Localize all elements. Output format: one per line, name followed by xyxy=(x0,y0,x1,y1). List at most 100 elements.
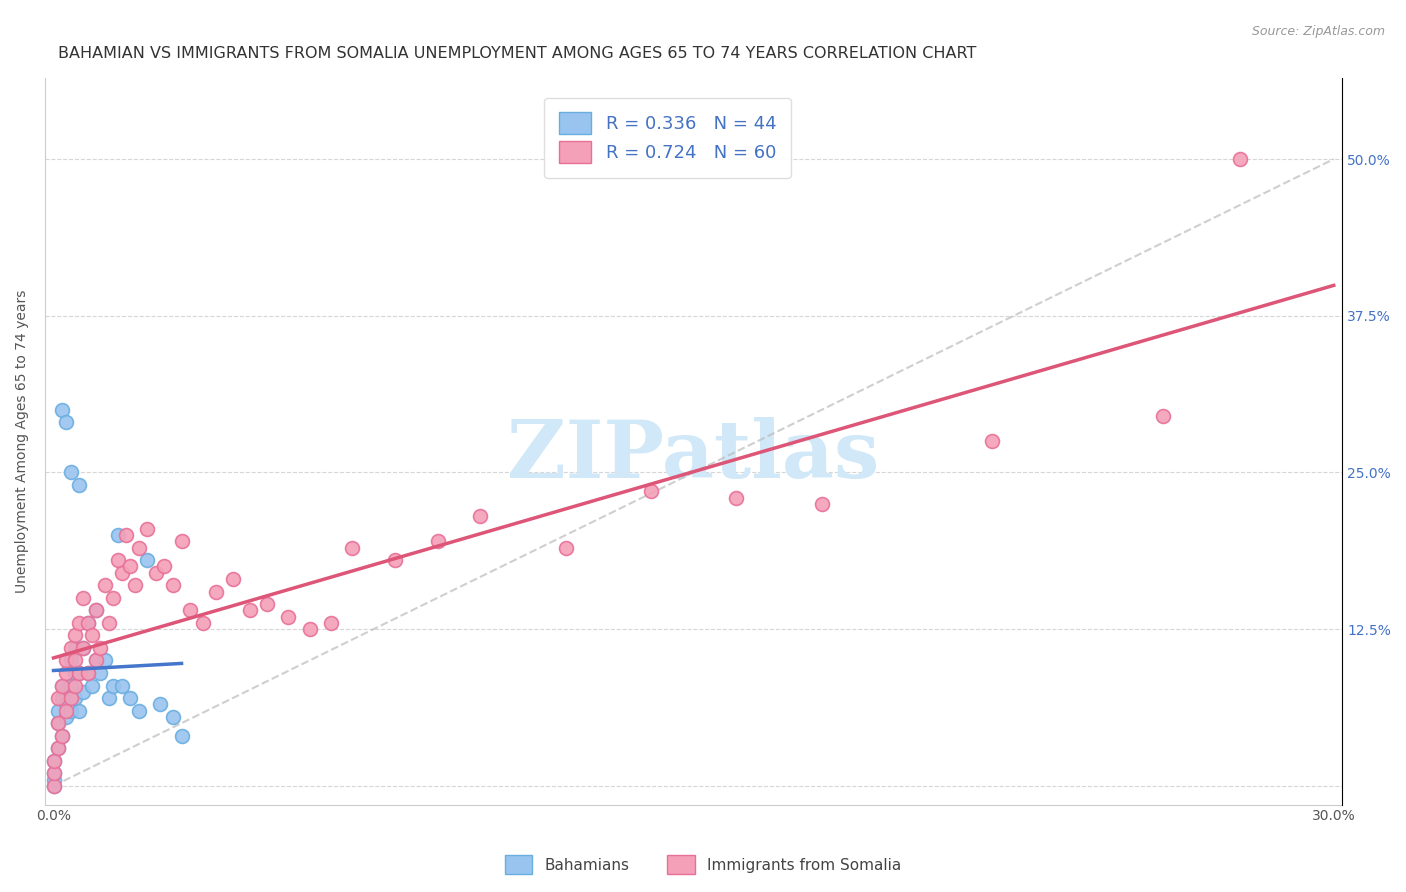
Point xyxy=(84,653,107,667)
Point xyxy=(59,466,82,480)
Point xyxy=(120,691,142,706)
Point xyxy=(46,741,69,756)
Point xyxy=(239,603,262,617)
Point xyxy=(725,491,748,505)
Point xyxy=(153,559,176,574)
Point xyxy=(55,698,77,712)
Point xyxy=(93,653,115,667)
Point xyxy=(42,772,65,787)
Point xyxy=(59,679,82,693)
Point xyxy=(222,572,245,586)
Legend: R = 0.336   N = 44, R = 0.724   N = 60: R = 0.336 N = 44, R = 0.724 N = 60 xyxy=(544,97,792,178)
Point xyxy=(107,528,129,542)
Point xyxy=(204,584,226,599)
Point xyxy=(470,509,492,524)
Point xyxy=(162,710,184,724)
Point xyxy=(149,698,172,712)
Point xyxy=(51,729,73,743)
Legend: Bahamians, Immigrants from Somalia: Bahamians, Immigrants from Somalia xyxy=(499,849,907,880)
Point xyxy=(426,534,449,549)
Point xyxy=(107,553,129,567)
Point xyxy=(72,591,94,605)
Point xyxy=(59,640,82,655)
Point xyxy=(93,578,115,592)
Point xyxy=(640,484,662,499)
Point xyxy=(342,541,364,555)
Point xyxy=(76,615,98,630)
Point xyxy=(384,553,406,567)
Point xyxy=(170,729,193,743)
Text: BAHAMIAN VS IMMIGRANTS FROM SOMALIA UNEMPLOYMENT AMONG AGES 65 TO 74 YEARS CORRE: BAHAMIAN VS IMMIGRANTS FROM SOMALIA UNEM… xyxy=(58,46,976,62)
Point xyxy=(55,704,77,718)
Point xyxy=(124,578,146,592)
Point xyxy=(46,716,69,731)
Point xyxy=(63,640,86,655)
Point xyxy=(1152,409,1174,423)
Point xyxy=(84,603,107,617)
Point xyxy=(1229,152,1251,166)
Point xyxy=(170,534,193,549)
Point xyxy=(67,704,90,718)
Point xyxy=(46,691,69,706)
Point xyxy=(55,666,77,681)
Point xyxy=(162,578,184,592)
Point xyxy=(98,691,121,706)
Point xyxy=(55,653,77,667)
Point xyxy=(981,434,1004,449)
Point xyxy=(256,597,278,611)
Point xyxy=(46,704,69,718)
Text: ZIPatlas: ZIPatlas xyxy=(508,417,880,495)
Point xyxy=(80,628,103,642)
Point xyxy=(59,653,82,667)
Point xyxy=(55,685,77,699)
Point xyxy=(59,691,82,706)
Point xyxy=(51,679,73,693)
Point xyxy=(51,691,73,706)
Point xyxy=(111,679,134,693)
Point xyxy=(80,679,103,693)
Point xyxy=(72,685,94,699)
Point xyxy=(554,541,576,555)
Point xyxy=(63,679,86,693)
Point xyxy=(72,640,94,655)
Point xyxy=(76,666,98,681)
Point xyxy=(179,603,201,617)
Point xyxy=(810,497,832,511)
Point xyxy=(89,666,111,681)
Point xyxy=(51,402,73,417)
Point xyxy=(67,666,90,681)
Point xyxy=(46,741,69,756)
Point xyxy=(103,679,125,693)
Point xyxy=(76,615,98,630)
Point xyxy=(128,704,150,718)
Text: Source: ZipAtlas.com: Source: ZipAtlas.com xyxy=(1251,25,1385,38)
Point xyxy=(42,779,65,793)
Point xyxy=(63,666,86,681)
Point xyxy=(63,653,86,667)
Point xyxy=(136,553,159,567)
Point xyxy=(72,640,94,655)
Point xyxy=(42,766,65,780)
Point xyxy=(67,666,90,681)
Point xyxy=(67,615,90,630)
Point xyxy=(42,779,65,793)
Point xyxy=(115,528,138,542)
Point xyxy=(63,691,86,706)
Point xyxy=(51,729,73,743)
Point xyxy=(46,716,69,731)
Point xyxy=(59,704,82,718)
Y-axis label: Unemployment Among Ages 65 to 74 years: Unemployment Among Ages 65 to 74 years xyxy=(15,290,30,593)
Point xyxy=(42,754,65,768)
Point xyxy=(42,754,65,768)
Point xyxy=(67,478,90,492)
Point xyxy=(145,566,167,580)
Point xyxy=(298,622,321,636)
Point xyxy=(111,566,134,580)
Point xyxy=(191,615,214,630)
Point xyxy=(103,591,125,605)
Point xyxy=(76,666,98,681)
Point xyxy=(120,559,142,574)
Point xyxy=(128,541,150,555)
Point xyxy=(98,615,121,630)
Point xyxy=(55,710,77,724)
